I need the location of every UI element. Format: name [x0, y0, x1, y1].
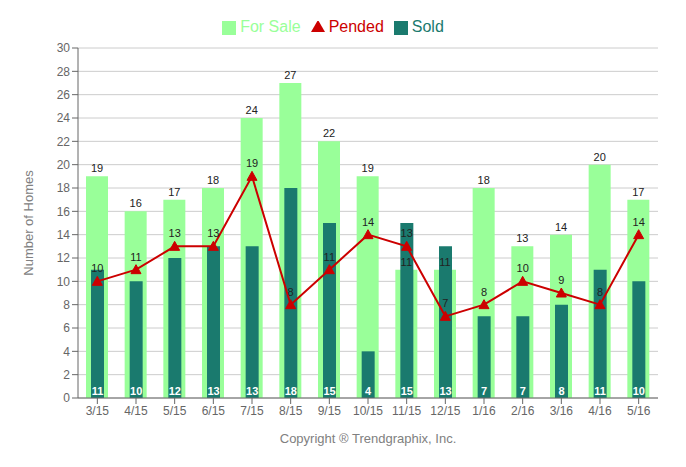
svg-text:27: 27	[284, 69, 296, 81]
svg-text:10/15: 10/15	[353, 404, 383, 418]
svg-text:5/16: 5/16	[627, 404, 651, 418]
svg-text:20: 20	[57, 158, 71, 172]
svg-text:13: 13	[439, 385, 451, 397]
svg-text:14: 14	[633, 216, 645, 228]
svg-text:9: 9	[558, 274, 564, 286]
svg-text:8: 8	[597, 286, 603, 298]
svg-text:13: 13	[516, 232, 528, 244]
svg-text:14: 14	[555, 221, 567, 233]
svg-text:11: 11	[594, 385, 606, 397]
svg-text:4: 4	[63, 345, 70, 359]
svg-text:4/16: 4/16	[588, 404, 612, 418]
svg-text:11: 11	[92, 385, 104, 397]
svg-text:8: 8	[558, 385, 564, 397]
svg-text:8: 8	[481, 286, 487, 298]
svg-text:11: 11	[324, 251, 335, 263]
svg-text:22: 22	[323, 127, 335, 139]
svg-text:18: 18	[478, 174, 490, 186]
svg-text:7: 7	[520, 385, 526, 397]
svg-text:18: 18	[57, 181, 71, 195]
svg-text:15: 15	[323, 385, 335, 397]
svg-text:24: 24	[57, 111, 71, 125]
svg-text:13: 13	[401, 227, 413, 239]
svg-text:20: 20	[594, 151, 606, 163]
svg-text:0: 0	[63, 391, 70, 405]
svg-text:19: 19	[246, 157, 258, 169]
svg-text:8/15: 8/15	[279, 404, 303, 418]
svg-text:7: 7	[481, 385, 487, 397]
svg-text:19: 19	[362, 162, 374, 174]
svg-text:2: 2	[63, 368, 70, 382]
svg-text:30: 30	[57, 41, 71, 55]
svg-text:13: 13	[246, 385, 258, 397]
svg-text:13: 13	[169, 227, 181, 239]
svg-text:10: 10	[57, 275, 71, 289]
svg-text:5/15: 5/15	[163, 404, 187, 418]
svg-text:12: 12	[169, 385, 181, 397]
svg-text:14: 14	[57, 228, 71, 242]
svg-text:10: 10	[91, 262, 103, 274]
html-text:Pended: Pended	[328, 18, 384, 35]
svg-text:26: 26	[57, 88, 71, 102]
svg-text:7: 7	[442, 297, 448, 309]
svg-text:18: 18	[207, 174, 219, 186]
svg-text:4/15: 4/15	[124, 404, 148, 418]
svg-text:10: 10	[517, 262, 529, 274]
html-text:For Sale: For Sale	[240, 18, 301, 35]
svg-text:6: 6	[63, 321, 70, 335]
svg-text:16: 16	[130, 197, 142, 209]
svg-text:24: 24	[246, 104, 258, 116]
svg-text:12/15: 12/15	[430, 404, 460, 418]
svg-text:18: 18	[285, 385, 297, 397]
svg-text:3/16: 3/16	[550, 404, 574, 418]
svg-text:2/16: 2/16	[511, 404, 535, 418]
html-text:Sold: Sold	[411, 18, 444, 35]
svg-text:1/16: 1/16	[472, 404, 496, 418]
svg-text:11: 11	[401, 256, 412, 268]
svg-text:7/15: 7/15	[240, 404, 264, 418]
svg-text:10: 10	[633, 385, 645, 397]
svg-text:4: 4	[365, 385, 372, 397]
svg-text:Number of Homes: Number of Homes	[21, 170, 36, 276]
svg-text:13: 13	[207, 227, 219, 239]
svg-text:13: 13	[207, 385, 219, 397]
svg-text:9/15: 9/15	[318, 404, 342, 418]
svg-text:16: 16	[57, 205, 71, 219]
svg-text:17: 17	[168, 186, 180, 198]
svg-text:Copyright ® Trendgraphix, Inc.: Copyright ® Trendgraphix, Inc.	[280, 431, 457, 446]
svg-text:28: 28	[57, 65, 71, 79]
svg-text:3/15: 3/15	[86, 404, 110, 418]
svg-text:17: 17	[632, 186, 644, 198]
svg-text:15: 15	[401, 385, 413, 397]
svg-text:14: 14	[362, 216, 374, 228]
svg-text:11: 11	[439, 256, 450, 268]
svg-text:6/15: 6/15	[202, 404, 226, 418]
svg-text:8: 8	[63, 298, 70, 312]
svg-text:10: 10	[130, 385, 142, 397]
svg-text:8: 8	[288, 286, 294, 298]
svg-text:19: 19	[91, 162, 103, 174]
svg-text:11: 11	[130, 251, 141, 263]
svg-text:12: 12	[57, 251, 71, 265]
svg-text:22: 22	[57, 135, 71, 149]
svg-text:11/15: 11/15	[392, 404, 421, 418]
